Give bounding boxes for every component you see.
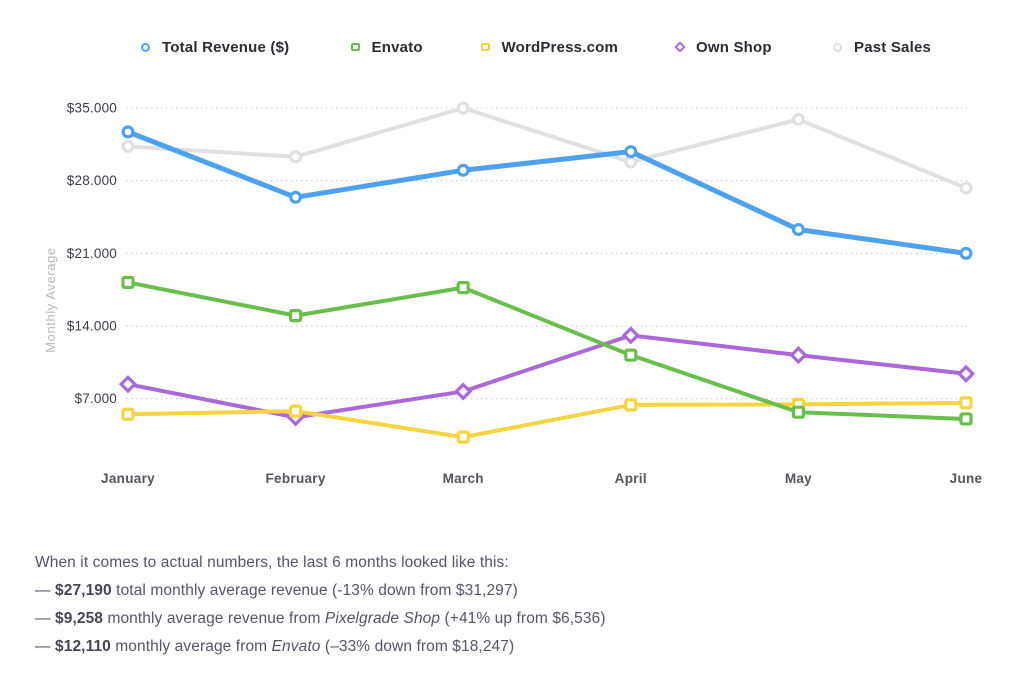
point-own-shop-january[interactable] xyxy=(118,375,138,394)
point-envato-april[interactable] xyxy=(624,348,638,362)
point-wordpress-com-april[interactable] xyxy=(624,398,638,412)
x-axis-tick-label-february: February xyxy=(266,471,326,486)
note-bullet-envato: — $12,110 monthly average from Envato (–… xyxy=(35,638,515,655)
x-axis-tick-label-may: May xyxy=(785,471,812,486)
summary-notes: When it comes to actual numbers, the las… xyxy=(35,549,995,661)
point-past-sales-june[interactable] xyxy=(959,181,973,195)
point-envato-january[interactable] xyxy=(121,275,135,290)
y-axis-tick-label: $7.000 xyxy=(75,391,118,406)
point-wordpress-com-february[interactable] xyxy=(289,404,303,418)
legend-item-own-shop[interactable]: Own Shop xyxy=(674,36,772,58)
point-envato-march[interactable] xyxy=(456,281,470,295)
point-own-shop-march[interactable] xyxy=(454,382,473,401)
amount-total: $27,190 xyxy=(55,582,112,599)
point-envato-june[interactable] xyxy=(959,412,973,426)
amount-own-shop: $9,258 xyxy=(55,610,104,627)
chart-legend: Total Revenue ($) Envato WordPress.com O… xyxy=(0,36,1024,58)
point-total-revenue-may[interactable] xyxy=(791,222,805,236)
point-total-revenue-february[interactable] xyxy=(289,190,303,204)
x-axis-tick-label-january: January xyxy=(101,471,155,486)
note-bullet-total: — $27,190 total monthly average revenue … xyxy=(35,582,518,599)
circle-marker-icon xyxy=(141,42,150,52)
diamond-marker-icon xyxy=(674,41,686,53)
notes-intro: When it comes to actual numbers, the las… xyxy=(35,554,509,571)
point-envato-february[interactable] xyxy=(289,309,303,323)
legend-label: Envato xyxy=(371,38,423,56)
circle-marker-icon xyxy=(833,42,842,52)
square-marker-icon xyxy=(351,42,360,52)
amount-envato: $12,110 xyxy=(55,638,111,655)
line-past-sales xyxy=(126,106,968,190)
point-total-revenue-june[interactable] xyxy=(959,246,973,260)
x-axis-tick-label-june: June xyxy=(950,471,983,486)
line-total-revenue xyxy=(125,129,969,256)
y-axis-tick-label: $35.000 xyxy=(67,101,117,116)
point-own-shop-april[interactable] xyxy=(621,326,640,345)
point-own-shop-may[interactable] xyxy=(789,346,808,365)
point-wordpress-com-january[interactable] xyxy=(121,407,135,421)
point-past-sales-february[interactable] xyxy=(289,150,303,164)
y-axis-title: Monthly Average xyxy=(43,247,58,353)
legend-label: Total Revenue ($) xyxy=(162,38,290,56)
y-axis-tick-label: $21.000 xyxy=(67,246,117,261)
y-axis-tick-label: $28.000 xyxy=(67,173,117,188)
point-total-revenue-april[interactable] xyxy=(624,145,638,159)
square-marker-icon xyxy=(481,42,490,52)
point-total-revenue-march[interactable] xyxy=(456,163,470,177)
point-total-revenue-january[interactable] xyxy=(121,125,135,139)
legend-label: Own Shop xyxy=(696,38,772,56)
legend-item-past-sales[interactable]: Past Sales xyxy=(833,36,931,58)
line-envato xyxy=(126,280,968,421)
point-past-sales-march[interactable] xyxy=(456,101,470,115)
point-past-sales-may[interactable] xyxy=(791,112,805,126)
point-wordpress-com-march[interactable] xyxy=(456,430,470,444)
point-wordpress-com-june[interactable] xyxy=(959,396,973,410)
line-chart: $35.000 $28.000 $21.000 $14.000 $7.000 Monthl… xyxy=(43,101,983,487)
point-past-sales-january[interactable] xyxy=(121,139,135,153)
point-past-sales-april[interactable] xyxy=(624,155,638,169)
point-envato-may[interactable] xyxy=(791,405,806,419)
legend-label: Past Sales xyxy=(854,38,932,56)
legend-item-total-revenue[interactable]: Total Revenue ($) xyxy=(141,36,289,58)
y-axis-tick-label: $14.000 xyxy=(67,319,117,334)
x-axis-tick-label-april: April xyxy=(615,471,647,486)
x-axis-tick-label-march: March xyxy=(443,471,484,486)
legend-item-wordpress[interactable]: WordPress.com xyxy=(481,36,618,58)
legend-label: WordPress.com xyxy=(501,38,619,56)
point-own-shop-june[interactable] xyxy=(956,364,976,383)
line-wordpress-com xyxy=(126,400,968,440)
note-bullet-own-shop: — $9,258 monthly average revenue from Pi… xyxy=(35,610,606,627)
legend-item-envato[interactable]: Envato xyxy=(351,36,423,58)
